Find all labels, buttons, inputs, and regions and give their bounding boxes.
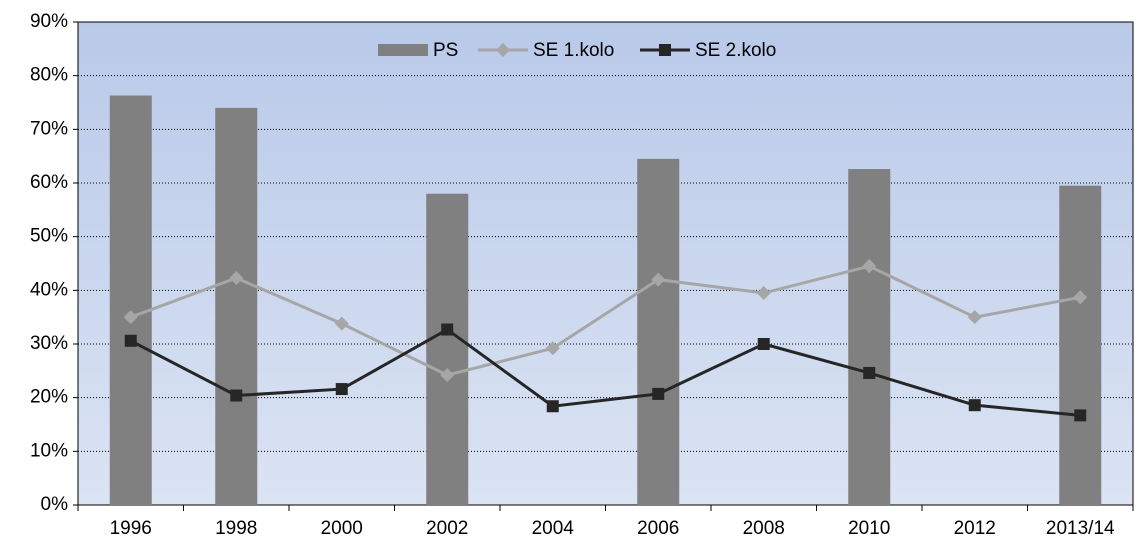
point <box>440 368 455 383</box>
point <box>863 366 876 379</box>
y-tick-label: 30% <box>30 333 68 354</box>
line <box>130 264 1081 377</box>
legend-marker <box>659 44 671 56</box>
y-tick-label: 50% <box>30 226 68 247</box>
x-tick-label: 1998 <box>215 518 257 539</box>
point <box>334 316 349 331</box>
point <box>124 334 137 347</box>
point <box>651 272 666 287</box>
point <box>967 310 982 325</box>
line <box>130 327 1081 417</box>
point <box>756 286 771 301</box>
point <box>757 338 770 350</box>
point <box>968 399 981 412</box>
bar <box>637 158 680 505</box>
legend-label: SE 2.kolo <box>695 40 776 61</box>
bar <box>848 169 891 505</box>
y-tick-label: 40% <box>30 279 68 300</box>
point <box>862 259 877 274</box>
y-tick-label: 10% <box>30 440 68 461</box>
y-tick-label: 90% <box>30 11 68 32</box>
y-tick-label: 20% <box>30 387 68 408</box>
x-tick-label: 2010 <box>848 518 890 539</box>
legend-marker <box>496 43 510 57</box>
y-tick-label: 70% <box>30 118 68 139</box>
x-tick-label: 2004 <box>532 518 575 539</box>
x-tick-label: 2012 <box>954 518 996 539</box>
point <box>652 387 665 400</box>
x-tick-label: 1996 <box>110 518 152 539</box>
bar <box>109 95 152 506</box>
legend-label: SE 1.kolo <box>533 40 614 61</box>
point <box>1073 290 1088 305</box>
point <box>230 389 243 402</box>
point <box>335 383 348 396</box>
y-tick-label: 60% <box>30 172 68 193</box>
x-tick-label: 2002 <box>426 518 468 539</box>
bar <box>426 193 469 505</box>
x-tick-label: 2013/14 <box>1046 518 1115 539</box>
bar <box>215 107 258 505</box>
point <box>123 310 138 325</box>
point <box>229 270 244 285</box>
y-tick-label: 0% <box>41 494 69 515</box>
x-tick-label: 2008 <box>743 518 785 539</box>
y-tick-label: 80% <box>30 65 68 86</box>
point <box>1074 409 1087 422</box>
bar <box>1059 185 1102 505</box>
legend-swatch <box>378 44 428 56</box>
point <box>545 341 560 356</box>
point <box>546 400 559 413</box>
x-tick-label: 2000 <box>321 518 363 539</box>
legend-label: PS <box>433 40 458 61</box>
x-tick-label: 2006 <box>637 518 679 539</box>
point <box>441 323 454 336</box>
